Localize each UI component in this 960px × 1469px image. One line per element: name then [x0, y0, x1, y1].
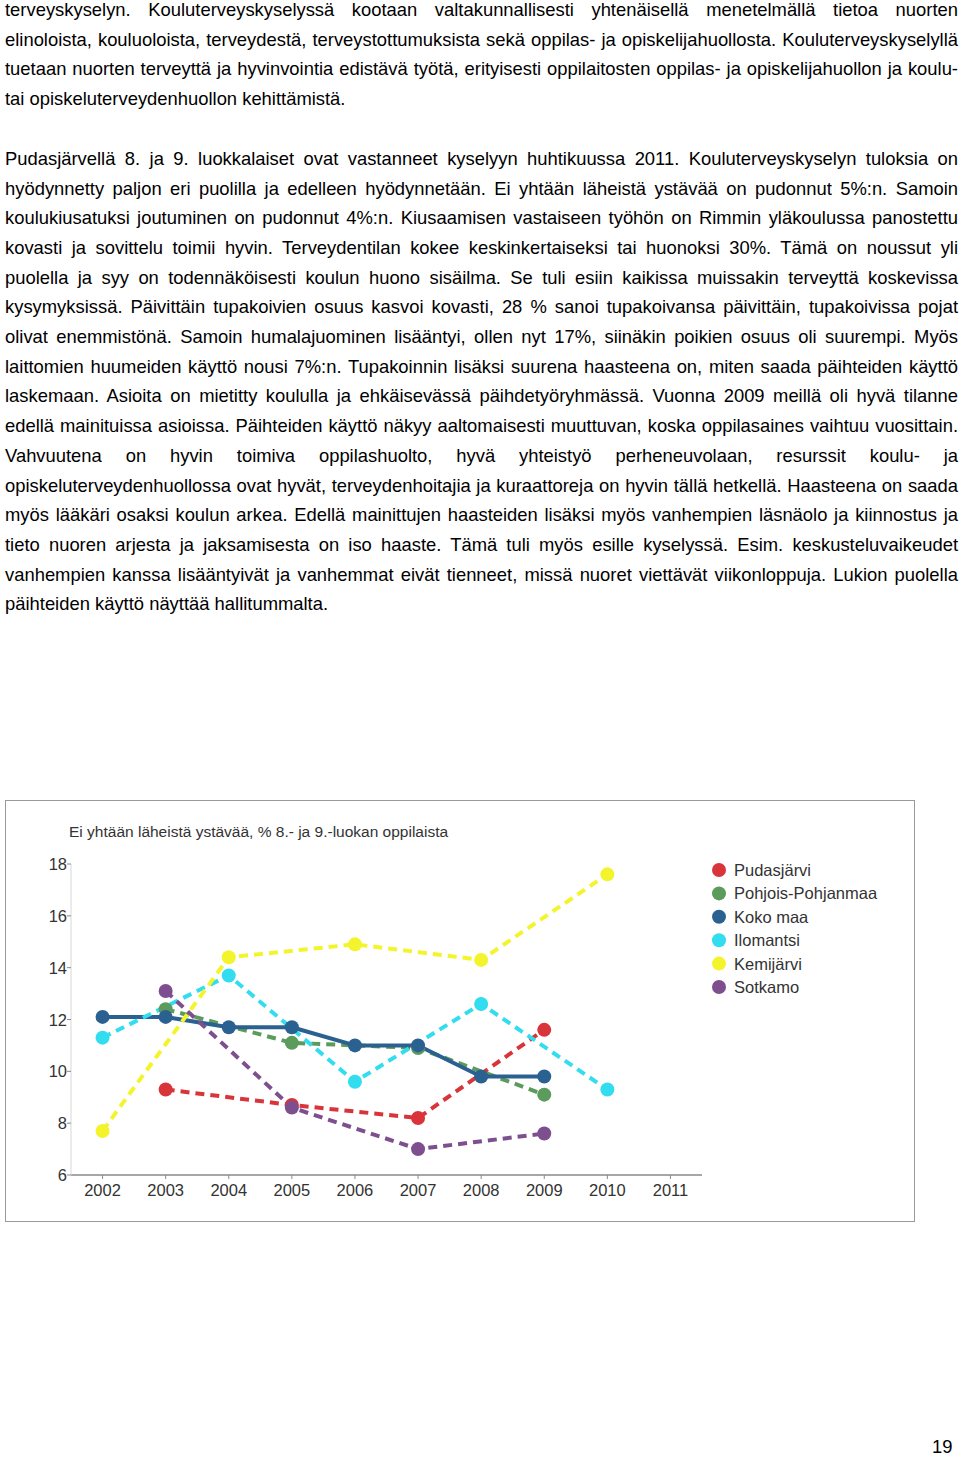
data-point — [537, 1070, 551, 1084]
paragraph: Pudasjärvellä 8. ja 9. luokkalaiset ovat… — [5, 144, 958, 619]
data-point — [411, 1111, 425, 1125]
x-tick-label: 2002 — [84, 1181, 121, 1199]
y-tick — [67, 1123, 71, 1124]
plot-marks — [96, 867, 615, 1156]
data-point — [159, 1010, 173, 1024]
legend-label: Kemijärvi — [734, 955, 802, 973]
legend-swatch — [712, 980, 726, 994]
y-tick — [67, 864, 71, 865]
series-line — [166, 991, 545, 1149]
legend-label: Ilomantsi — [734, 931, 800, 949]
data-point — [96, 1124, 110, 1138]
legend: Pudasjärvi Pohjois-Pohjanmaa Koko maa Iloma… — [712, 861, 878, 996]
y-tick — [67, 1175, 71, 1176]
x-tick-label: 2004 — [210, 1181, 247, 1199]
legend-label: Pudasjärvi — [734, 861, 811, 879]
x-tick — [481, 1175, 482, 1179]
data-point — [96, 1031, 110, 1045]
x-tick-label: 2011 — [653, 1181, 688, 1199]
x-tick-label: 2009 — [526, 1181, 563, 1199]
x-tick-label: 2008 — [463, 1181, 500, 1199]
x-tick-label: 2006 — [337, 1181, 374, 1199]
chart-frame: Ei yhtään läheistä ystävää, % 8.- ja 9.-… — [5, 800, 915, 1222]
data-point — [474, 1070, 488, 1084]
x-tick — [165, 1175, 166, 1179]
legend-label: Sotkamo — [734, 978, 799, 996]
data-point — [348, 937, 362, 951]
data-point — [411, 1038, 425, 1052]
legend-swatch — [712, 910, 726, 924]
x-tick — [102, 1175, 103, 1179]
y-tick-label: 12 — [49, 1011, 67, 1029]
chart: Ei yhtään läheistä ystävää, % 8.- ja 9.-… — [6, 801, 914, 1221]
chart-title: Ei yhtään läheistä ystävää, % 8.- ja 9.-… — [69, 823, 448, 840]
y-tick-label: 10 — [49, 1062, 67, 1080]
legend-swatch — [712, 933, 726, 947]
data-point — [159, 984, 173, 998]
data-point — [96, 1010, 110, 1024]
legend-swatch — [712, 886, 726, 900]
x-tick — [228, 1175, 229, 1179]
body-text: terveyskyselyn. Kouluterveyskyselyssä ko… — [5, 0, 958, 649]
x-tick — [291, 1175, 292, 1179]
y-tick — [67, 915, 71, 916]
y-tick-label: 18 — [49, 855, 67, 873]
paragraph: terveyskyselyn. Kouluterveyskyselyssä ko… — [5, 0, 958, 114]
data-point — [537, 1088, 551, 1102]
data-point — [600, 1082, 614, 1096]
x-tick-label: 2010 — [589, 1181, 626, 1199]
data-point — [222, 968, 236, 982]
x-tick-label: 2003 — [147, 1181, 184, 1199]
x-tick — [607, 1175, 608, 1179]
x-tick — [354, 1175, 355, 1179]
legend-swatch — [712, 957, 726, 971]
data-point — [411, 1142, 425, 1156]
data-point — [474, 997, 488, 1011]
data-point — [348, 1075, 362, 1089]
y-tick-label: 16 — [49, 907, 67, 925]
data-point — [348, 1038, 362, 1052]
series-line — [166, 1009, 545, 1095]
data-point — [159, 1082, 173, 1096]
data-point — [600, 867, 614, 881]
data-point — [285, 1036, 299, 1050]
series-line — [103, 975, 608, 1089]
y-tick-label: 8 — [58, 1114, 67, 1132]
data-point — [222, 950, 236, 964]
legend-swatch — [712, 863, 726, 877]
x-tick — [670, 1175, 671, 1179]
y-tick — [67, 1019, 71, 1020]
y-tick — [67, 967, 71, 968]
legend-label: Koko maa — [734, 908, 809, 926]
page-number: 19 — [932, 1436, 952, 1458]
x-tick-label: 2007 — [400, 1181, 437, 1199]
data-point — [222, 1020, 236, 1034]
data-point — [285, 1020, 299, 1034]
series-line — [103, 1017, 545, 1077]
y-tick — [67, 1071, 71, 1072]
y-tick-label: 6 — [58, 1166, 67, 1184]
legend-label: Pohjois-Pohjanmaa — [734, 884, 878, 902]
data-point — [474, 953, 488, 967]
y-tick-label: 14 — [49, 959, 67, 977]
x-tick — [544, 1175, 545, 1179]
x-tick-label: 2005 — [273, 1181, 310, 1199]
data-point — [537, 1023, 551, 1037]
data-point — [285, 1101, 299, 1115]
data-point — [537, 1127, 551, 1141]
x-tick — [418, 1175, 419, 1179]
